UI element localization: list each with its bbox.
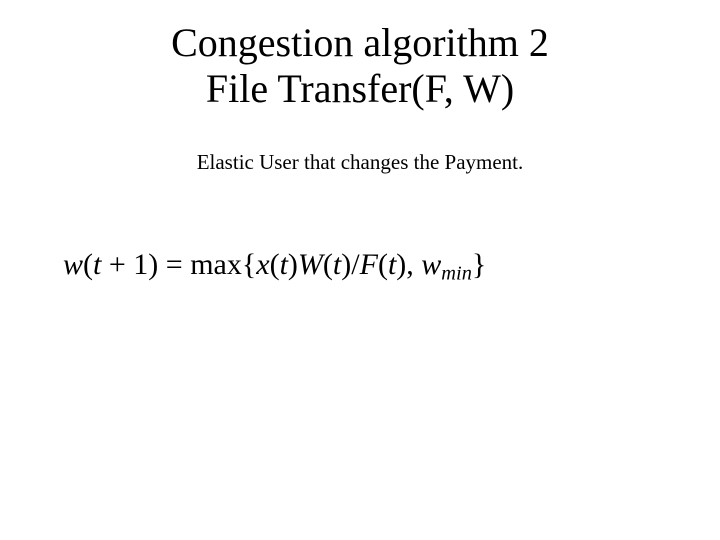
eq-rbrace: } — [472, 248, 486, 281]
eq-close3: ), — [396, 248, 421, 281]
equation: w(t + 1) = max{x(t)W(t)/F(t), wmin} — [63, 248, 486, 286]
slide-subtitle: Elastic User that changes the Payment. — [0, 150, 720, 175]
eq-close1: ) — [288, 248, 298, 281]
slide-title: Congestion algorithm 2 File Transfer(F, … — [0, 20, 720, 112]
eq-lhs-open: ( — [83, 248, 93, 281]
title-line-2: File Transfer(F, W) — [0, 66, 720, 112]
eq-open2: ( — [323, 248, 333, 281]
eq-t1: t — [280, 248, 288, 281]
eq-lhs-plus-eq: + 1) = — [101, 248, 190, 281]
eq-wmin-sub: min — [441, 263, 472, 285]
title-line-1: Congestion algorithm 2 — [0, 20, 720, 66]
eq-slash: / — [351, 248, 359, 281]
eq-F: F — [360, 248, 378, 281]
eq-open3: ( — [378, 248, 388, 281]
eq-lbrace: { — [242, 248, 256, 281]
eq-close2: ) — [341, 248, 351, 281]
eq-lhs-w: w — [63, 248, 83, 281]
eq-wmin-w: w — [421, 248, 441, 281]
eq-x: x — [256, 248, 269, 281]
eq-open1: ( — [270, 248, 280, 281]
eq-W: W — [298, 248, 323, 281]
slide: Congestion algorithm 2 File Transfer(F, … — [0, 0, 720, 540]
eq-max: max — [190, 248, 242, 281]
eq-t2: t — [333, 248, 341, 281]
